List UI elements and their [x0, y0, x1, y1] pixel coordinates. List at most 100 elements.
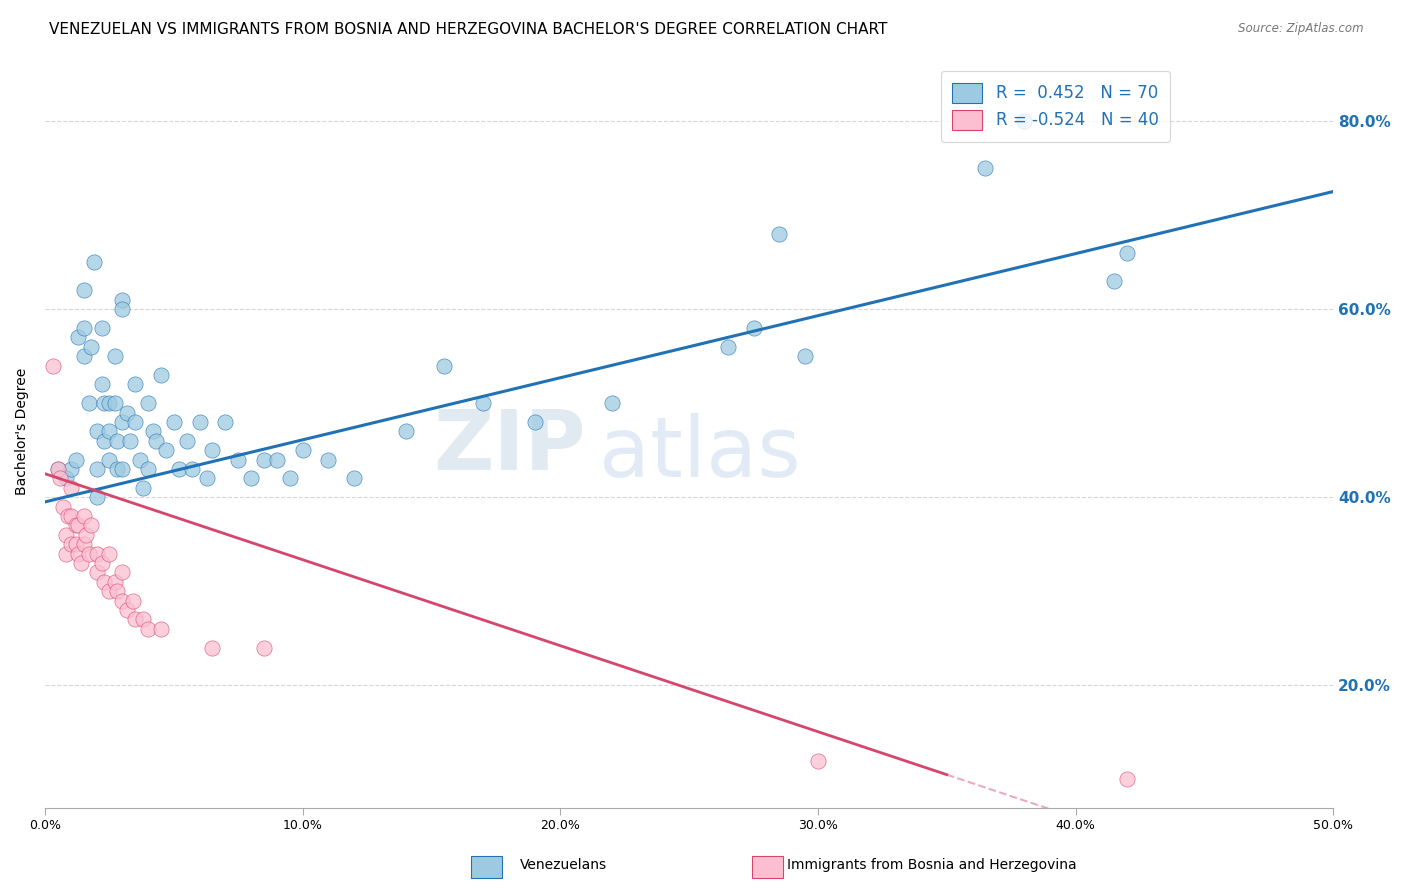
Point: [98, 584, 121, 599]
Point: [149, 368, 172, 382]
Point: [56, 508, 79, 523]
Point: [67, 518, 90, 533]
Point: [93, 396, 115, 410]
Point: [59, 508, 82, 523]
Point: [77, 547, 100, 561]
Point: [59, 537, 82, 551]
Point: [70, 556, 93, 570]
Point: [98, 547, 121, 561]
Point: [180, 462, 202, 476]
Point: [103, 349, 125, 363]
Point: [188, 415, 211, 429]
Point: [201, 640, 224, 655]
Point: [291, 443, 314, 458]
Point: [59, 462, 82, 476]
Point: [98, 425, 121, 439]
Point: [121, 593, 143, 607]
Point: [55, 547, 77, 561]
Point: [111, 593, 134, 607]
Point: [145, 434, 167, 448]
Point: [433, 359, 456, 373]
Point: [86, 462, 108, 476]
Point: [176, 434, 198, 448]
Point: [1102, 274, 1125, 288]
Point: [1116, 772, 1139, 787]
Point: [343, 471, 366, 485]
Point: [72, 283, 94, 297]
Text: Venezuelans: Venezuelans: [520, 858, 607, 872]
Point: [72, 537, 94, 551]
Text: VENEZUELAN VS IMMIGRANTS FROM BOSNIA AND HERZEGOVINA BACHELOR'S DEGREE CORRELATI: VENEZUELAN VS IMMIGRANTS FROM BOSNIA AND…: [49, 22, 887, 37]
Point: [41, 359, 63, 373]
Point: [86, 425, 108, 439]
Point: [72, 321, 94, 335]
Text: atlas: atlas: [599, 413, 800, 494]
Point: [52, 500, 75, 514]
Text: ZIP: ZIP: [433, 406, 586, 487]
Point: [83, 255, 105, 269]
Text: Immigrants from Bosnia and Herzegovina: Immigrants from Bosnia and Herzegovina: [787, 858, 1077, 872]
Point: [768, 227, 790, 241]
Point: [65, 537, 87, 551]
Point: [124, 612, 146, 626]
Point: [111, 302, 134, 317]
Point: [253, 452, 276, 467]
Point: [201, 443, 224, 458]
Point: [124, 377, 146, 392]
Point: [742, 321, 765, 335]
Point: [149, 622, 172, 636]
Legend: R =  0.452   N = 70, R = -0.524   N = 40: R = 0.452 N = 70, R = -0.524 N = 40: [941, 71, 1170, 142]
Point: [163, 415, 186, 429]
Point: [80, 518, 103, 533]
Point: [111, 462, 134, 476]
Point: [395, 425, 418, 439]
Point: [118, 434, 141, 448]
Point: [98, 452, 121, 467]
Point: [46, 462, 69, 476]
Point: [132, 612, 155, 626]
Point: [93, 434, 115, 448]
Point: [90, 321, 112, 335]
Point: [717, 340, 740, 354]
Point: [807, 754, 830, 768]
Point: [195, 471, 218, 485]
Point: [72, 508, 94, 523]
Point: [226, 452, 249, 467]
Point: [65, 452, 87, 467]
Y-axis label: Bachelor's Degree: Bachelor's Degree: [15, 368, 30, 495]
Point: [318, 452, 340, 467]
Point: [266, 452, 288, 467]
Point: [86, 547, 108, 561]
Point: [90, 377, 112, 392]
Point: [93, 574, 115, 589]
Point: [136, 396, 159, 410]
Point: [105, 434, 128, 448]
Point: [136, 622, 159, 636]
Point: [214, 415, 236, 429]
Point: [132, 481, 155, 495]
Point: [105, 584, 128, 599]
Point: [278, 471, 301, 485]
Point: [59, 481, 82, 495]
Point: [80, 340, 103, 354]
Point: [111, 566, 134, 580]
Point: [103, 396, 125, 410]
Point: [67, 330, 90, 344]
Point: [142, 425, 165, 439]
Point: [105, 462, 128, 476]
Point: [167, 462, 190, 476]
Point: [472, 396, 495, 410]
Point: [86, 490, 108, 504]
Point: [124, 415, 146, 429]
Point: [523, 415, 546, 429]
Point: [117, 406, 139, 420]
Point: [117, 603, 139, 617]
Point: [103, 574, 125, 589]
Point: [67, 547, 90, 561]
Point: [974, 161, 997, 175]
Point: [90, 556, 112, 570]
Point: [46, 462, 69, 476]
Point: [55, 528, 77, 542]
Point: [111, 293, 134, 307]
Point: [55, 471, 77, 485]
